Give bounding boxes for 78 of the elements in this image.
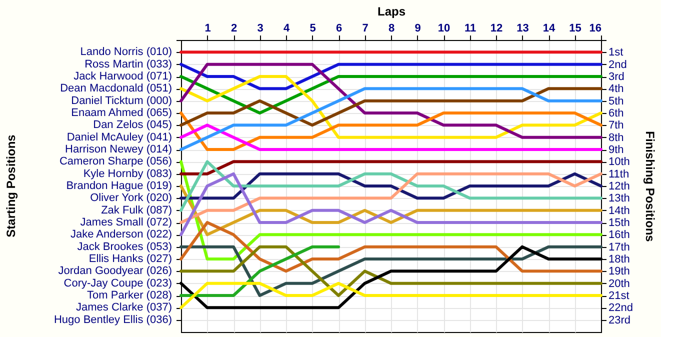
text: Oliver York (020): [90, 192, 172, 204]
y-tick-label: 4th: [608, 83, 624, 96]
text: Jake Anderson (022): [70, 228, 172, 241]
y-tick-label: 11th: [608, 168, 630, 180]
y-tick-label: 18th: [608, 254, 630, 266]
line-series: [180, 221, 602, 273]
text: Starting Positions: [4, 134, 18, 238]
y-tick-label: 3rd: [608, 71, 624, 83]
y-tick-label: 22nd: [608, 302, 633, 314]
y-tick-label: 19th: [608, 266, 630, 278]
text: Tom Parker (028): [87, 290, 172, 302]
y-tick-label: 20th: [608, 278, 630, 290]
text: James Small (072): [80, 216, 172, 228]
text: James Clarke (037): [76, 302, 172, 314]
x-tick-label: 15: [569, 22, 582, 34]
line-series: [180, 172, 602, 224]
line-series: [180, 245, 602, 297]
text: Jack Brookes (053): [77, 240, 172, 253]
y-axis-title: Finishing Positions: [642, 131, 657, 242]
y-tick-label: 6th: [608, 108, 624, 120]
y-tick-label: 8th: [608, 132, 624, 144]
y-tick-label: 13th: [608, 192, 630, 205]
text: Cameron Sharpe (056): [59, 156, 172, 168]
text: Ross Martin (033): [84, 58, 172, 70]
text: Harrison Newey (014): [65, 144, 172, 156]
line-series: [180, 160, 602, 212]
x-tick-label: 11: [464, 22, 476, 34]
x-tick-label: 14: [542, 22, 556, 34]
text: Brandon Hague (019): [66, 180, 172, 192]
y-tick-label: 5th: [608, 95, 624, 108]
line-series: [180, 245, 340, 297]
x-tick-label: 4: [283, 22, 290, 34]
y-tick-label: 9th: [608, 144, 624, 156]
line-series: [180, 112, 602, 151]
text: Dan Zelos (045): [93, 119, 172, 132]
y-tick-label: 10th: [608, 156, 630, 168]
text: Hugo Bentley Ellis (036): [54, 314, 172, 326]
x-tick-label: 7: [362, 22, 368, 34]
y-tick-label: 15th: [608, 217, 630, 229]
y-tick-label: 14th: [608, 204, 630, 217]
text: Daniel McAuley (041): [66, 131, 172, 144]
text: Kyle Hornby (083): [83, 168, 172, 180]
x-tick-label: 5: [310, 22, 316, 34]
y-tick-label: 21st: [608, 290, 630, 302]
line-series: [180, 75, 602, 139]
y-tick-label: 16th: [608, 229, 630, 242]
x-tick-label: 3: [257, 22, 264, 34]
text: Daniel Ticktum (000): [71, 94, 172, 107]
x-tick-label: 9: [414, 22, 421, 34]
text: Zak Fulk (087): [101, 204, 172, 216]
x-tick-label: 16: [589, 22, 602, 34]
y-tick-label: 1st: [608, 46, 624, 59]
line-series: [180, 87, 602, 127]
text: Ellis Hanks (027): [88, 253, 172, 265]
line-series: [180, 87, 602, 151]
text: Lando Norris (010): [80, 46, 172, 58]
x-tick-label: 1: [204, 22, 211, 34]
text: Dean Macdonald (051): [60, 82, 172, 95]
text: Jordan Goodyear (026): [58, 265, 172, 278]
x-tick-label: 2: [230, 22, 238, 34]
y-tick-label: 23rd: [608, 314, 631, 326]
x-tick-label: 8: [388, 22, 395, 34]
x-tick-label: 6: [336, 22, 342, 34]
x-tick-label: 13: [516, 22, 529, 34]
text: Enaam Ahmed (065): [71, 107, 172, 119]
text: Jack Harwood (071): [74, 70, 172, 82]
x-tick-label: 10: [438, 22, 450, 34]
y-tick-label: 12th: [608, 180, 630, 192]
x-tick-label: 12: [490, 22, 503, 34]
line-series: [180, 184, 602, 236]
y-tick-label: 17th: [608, 241, 630, 254]
line-series: [180, 62, 602, 139]
text: Cory-Jay Coupe (023): [64, 277, 172, 290]
line-series: [180, 172, 602, 236]
y-tick-label: 2nd: [608, 58, 627, 71]
line-series: [180, 75, 602, 114]
y-tick-label: 7th: [608, 120, 624, 132]
x-axis-title: Laps: [377, 4, 406, 18]
